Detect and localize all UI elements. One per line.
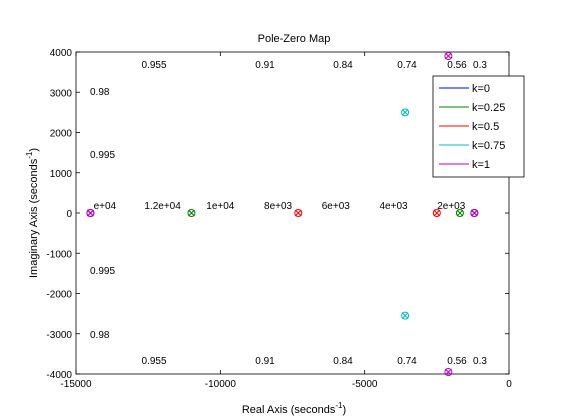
x-axis-label-text: Real Axis (seconds [242, 404, 336, 416]
x-tick-label: -10000 [205, 379, 237, 390]
legend-label: k=0.25 [472, 102, 505, 114]
zero-marker [444, 52, 453, 61]
y-axis-label-text: Imaginary Axis (seconds [28, 158, 40, 278]
zero-marker [470, 209, 479, 217]
pole-marker [188, 209, 195, 217]
damping-label-left: 0.98 [90, 87, 110, 98]
y-axis-label-close: ) [28, 148, 40, 152]
y-tick-label: 1000 [50, 169, 73, 180]
damping-label: 0.74 [397, 356, 417, 367]
damping-label: 0.84 [333, 60, 353, 71]
frequency-label: 6e+03 [322, 201, 351, 212]
x-axis-label: Real Axis (seconds-1) [242, 401, 346, 416]
zero-marker [401, 311, 410, 320]
pole-marker [433, 209, 441, 217]
zero-marker [294, 209, 303, 217]
damping-label: 0.3 [473, 60, 487, 71]
legend[interactable]: k=0 k=0.25 k=0.5 k=0.75 k=1 [432, 75, 525, 178]
frequency-label: 2e+03 [437, 201, 466, 212]
y-tick-label: -4000 [46, 370, 72, 381]
y-tick-label: 2000 [50, 129, 73, 140]
y-tick-label: -3000 [46, 330, 72, 341]
zero-marker [86, 209, 95, 217]
pole-marker [87, 209, 94, 217]
legend-label: k=0.5 [472, 121, 499, 133]
damping-label-left: 0.995 [90, 266, 115, 277]
pole-marker [456, 209, 464, 217]
damping-label: 0.84 [333, 356, 353, 367]
zero-marker [444, 367, 453, 376]
y-tick-label: 4000 [50, 48, 73, 59]
y-tick-label: -2000 [46, 290, 72, 301]
y-tick-label: 3000 [50, 88, 73, 99]
series-k=0.5 [294, 209, 441, 217]
pole-marker [401, 109, 409, 116]
frequency-label: 8e+03 [264, 201, 293, 212]
damping-label: 0.91 [255, 356, 275, 367]
y-tick-label: -1000 [46, 249, 72, 260]
series-k=1 [86, 52, 479, 376]
damping-label-left: 0.98 [90, 330, 110, 341]
zero-marker [401, 108, 410, 117]
pole-marker [401, 312, 409, 319]
pole-marker [471, 209, 478, 217]
zero-marker [432, 209, 441, 217]
damping-label: 0.955 [141, 60, 166, 71]
series-k=0.75 [401, 108, 410, 320]
pole-marker [445, 52, 452, 60]
chart-title: Pole-Zero Map [258, 33, 331, 45]
damping-label-left: 0.995 [90, 150, 115, 161]
damping-label: 0.91 [255, 60, 275, 71]
x-tick-label: -5000 [352, 379, 378, 390]
frequency-label: e+04 [94, 201, 117, 212]
legend-label: k=0 [472, 83, 490, 95]
series-k=0.25 [187, 209, 464, 217]
damping-label: 0.56 [447, 356, 467, 367]
legend-label: k=0.75 [472, 140, 505, 152]
x-tick-label: 0 [506, 379, 512, 390]
zero-marker [455, 209, 464, 217]
frequency-label: 1e+04 [206, 201, 235, 212]
damping-label: 0.74 [397, 60, 417, 71]
damping-label: 0.3 [473, 356, 487, 367]
pole-zero-markers [86, 52, 479, 376]
y-tick-label: 0 [66, 209, 72, 220]
x-axis-label-close: ) [343, 404, 347, 416]
legend-label: k=1 [472, 159, 490, 171]
damping-label: 0.955 [141, 356, 166, 367]
y-axis-label: Imaginary Axis (seconds-1) [25, 148, 40, 278]
frequency-label: 4e+03 [379, 201, 408, 212]
frequency-label: 1.2e+04 [144, 201, 181, 212]
zero-marker [187, 209, 196, 217]
x-axis-label-superscript: -1 [335, 401, 343, 410]
pole-marker [294, 209, 302, 217]
x-tick-label: -15000 [60, 379, 92, 390]
pole-marker [445, 368, 452, 376]
y-axis-label-superscript: -1 [25, 151, 34, 159]
damping-label: 0.56 [447, 60, 467, 71]
